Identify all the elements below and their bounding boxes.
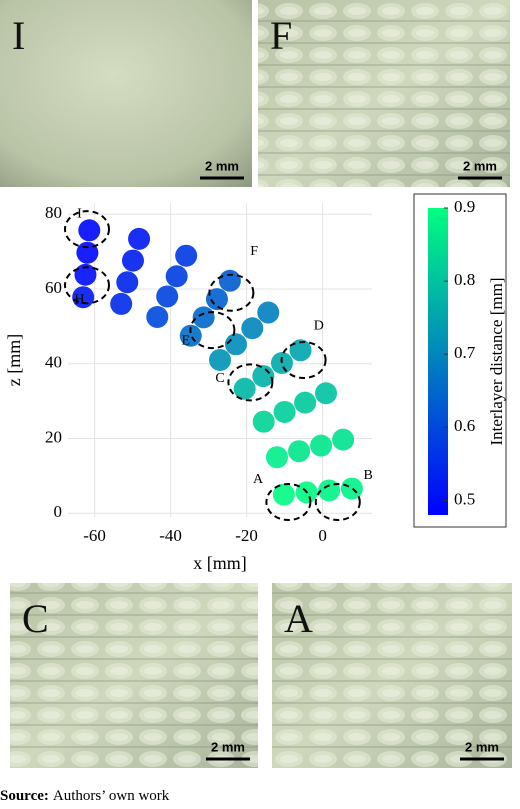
annotation-label: D bbox=[314, 319, 324, 334]
y-axis-label: z [mm] bbox=[4, 334, 24, 386]
point bbox=[272, 483, 295, 506]
photo-texture bbox=[10, 583, 258, 768]
photos: I 2 mm F 2 mm C 2 mm A 2 mm bbox=[0, 0, 512, 768]
point bbox=[289, 339, 312, 362]
point bbox=[266, 446, 288, 469]
annotation-ring bbox=[280, 341, 327, 379]
panel-letter: A bbox=[284, 596, 313, 641]
scale-label: 2 mm bbox=[211, 739, 245, 754]
y-tick-label: 40 bbox=[45, 353, 62, 372]
scale-label: 2 mm bbox=[465, 739, 499, 754]
point bbox=[165, 265, 188, 288]
point bbox=[224, 333, 247, 356]
point bbox=[78, 219, 101, 242]
annotation-ring bbox=[314, 483, 361, 522]
source: Source: Authors’ own work bbox=[0, 788, 170, 804]
chart: -60 -40 -20 0 0 20 40 60 80 x [mm] z [mm] I H F E D C A B 0… bbox=[4, 193, 507, 573]
colorbar-tick-label: 0.6 bbox=[454, 416, 475, 435]
annotation-label: B bbox=[364, 468, 373, 483]
annotation-label: F bbox=[250, 244, 258, 259]
point bbox=[146, 306, 169, 329]
panel-letter: F bbox=[270, 13, 292, 58]
annotation-ring bbox=[64, 266, 110, 305]
point bbox=[273, 400, 296, 423]
x-tick-label: -60 bbox=[83, 526, 106, 545]
annotation-ring bbox=[189, 311, 236, 350]
point bbox=[270, 351, 293, 374]
point bbox=[74, 263, 97, 286]
colorbar-tick-label: 0.7 bbox=[454, 343, 476, 362]
annotation-label: A bbox=[253, 472, 264, 487]
x-tick-label: -20 bbox=[235, 526, 258, 545]
scale-label: 2 mm bbox=[205, 158, 239, 173]
point bbox=[209, 349, 231, 371]
annotation-label: C bbox=[215, 371, 224, 386]
photo-texture bbox=[272, 583, 512, 768]
x-tick-label: 0 bbox=[318, 526, 327, 545]
annotation-ring bbox=[64, 210, 110, 249]
source-label: Source: bbox=[0, 788, 49, 804]
point bbox=[110, 292, 133, 315]
point bbox=[315, 382, 338, 405]
scale-label: 2 mm bbox=[463, 158, 497, 173]
photo bbox=[0, 0, 252, 187]
point bbox=[72, 286, 95, 309]
point bbox=[128, 227, 151, 250]
y-tick-label: 60 bbox=[45, 278, 62, 297]
colorbar-tick-label: 0.8 bbox=[454, 270, 475, 289]
colorbar bbox=[428, 208, 448, 515]
point bbox=[288, 440, 311, 463]
point bbox=[332, 428, 355, 451]
colorbar-tick-label: 0.9 bbox=[454, 197, 475, 216]
annotation-ring bbox=[208, 273, 255, 312]
annotation-ring bbox=[227, 363, 274, 402]
source-text: Authors’ own work bbox=[53, 788, 170, 804]
point bbox=[156, 285, 179, 308]
point bbox=[179, 324, 202, 347]
point bbox=[241, 317, 264, 340]
point bbox=[294, 391, 317, 414]
colorbar-tick-label: 0.5 bbox=[454, 489, 475, 508]
y-tick-label: 20 bbox=[45, 427, 62, 446]
point bbox=[252, 410, 275, 433]
point bbox=[252, 365, 275, 388]
point bbox=[205, 288, 228, 311]
point bbox=[175, 244, 198, 267]
y-tick-label: 80 bbox=[45, 203, 62, 222]
point bbox=[257, 301, 280, 324]
point bbox=[121, 249, 144, 272]
colorbar-label: Interlayer distance [mm] bbox=[487, 277, 506, 445]
point bbox=[116, 271, 139, 294]
annotation-label: I bbox=[77, 206, 82, 221]
point bbox=[340, 477, 363, 500]
y-tick-label: 0 bbox=[54, 502, 63, 521]
x-tick-label: -40 bbox=[159, 526, 182, 545]
annotation-label: H bbox=[74, 292, 84, 307]
annotation-label: E bbox=[182, 334, 191, 349]
point bbox=[233, 377, 256, 400]
point bbox=[310, 434, 333, 457]
annotation-ring bbox=[265, 483, 312, 522]
point bbox=[192, 306, 215, 329]
panel-letter: C bbox=[22, 596, 49, 641]
point bbox=[218, 269, 241, 292]
panel-letter: I bbox=[12, 13, 25, 58]
x-axis-label: x [mm] bbox=[193, 553, 247, 573]
photo-texture bbox=[258, 0, 510, 187]
